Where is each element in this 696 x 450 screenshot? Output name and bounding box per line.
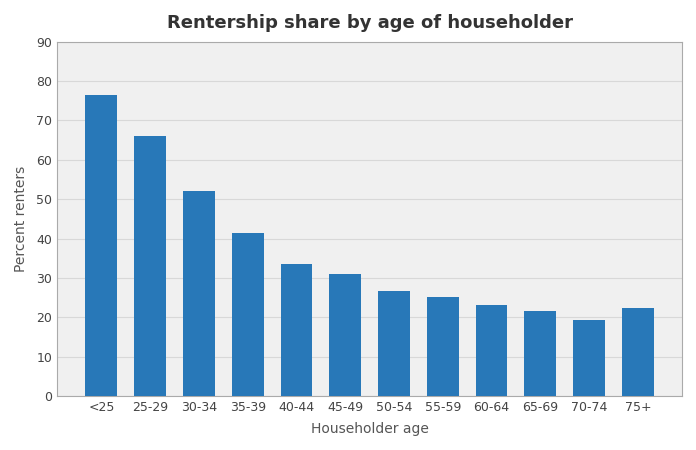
Bar bbox=[232, 233, 264, 396]
Bar bbox=[280, 264, 313, 396]
Bar bbox=[574, 320, 605, 396]
Bar bbox=[329, 274, 361, 396]
Bar bbox=[525, 311, 556, 396]
Bar bbox=[475, 306, 507, 396]
Bar bbox=[378, 291, 410, 396]
Bar bbox=[134, 136, 166, 396]
Y-axis label: Percent renters: Percent renters bbox=[14, 166, 28, 272]
Bar bbox=[183, 190, 215, 396]
X-axis label: Householder age: Householder age bbox=[310, 422, 429, 436]
Bar bbox=[86, 95, 117, 396]
Title: Rentership share by age of householder: Rentership share by age of householder bbox=[166, 14, 573, 32]
Bar bbox=[622, 308, 654, 396]
Bar bbox=[427, 297, 459, 396]
